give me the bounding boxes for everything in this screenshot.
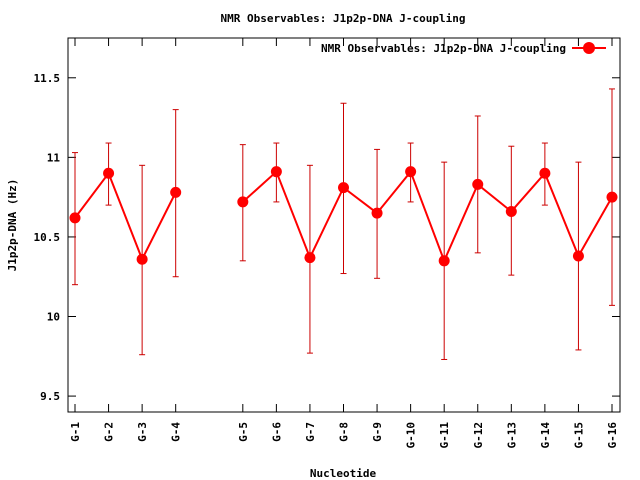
data-point [237, 196, 249, 208]
error-bars [72, 88, 615, 360]
legend-label: NMR Observables: J1p2p-DNA J-coupling [321, 42, 566, 55]
x-tick-label: G-16 [606, 422, 619, 449]
series-line [242, 169, 613, 264]
data-point [304, 252, 316, 264]
series-line-layer [74, 169, 613, 264]
x-tick-label: G-14 [539, 422, 552, 449]
x-tick-label: G-2 [103, 422, 116, 442]
x-tick-label: G-6 [270, 422, 283, 442]
x-axis-label: Nucleotide [310, 467, 377, 480]
x-tick-label: G-9 [371, 422, 384, 442]
data-point [572, 250, 584, 262]
x-tick-label: G-3 [136, 422, 149, 442]
data-point [505, 205, 517, 217]
y-tick-label: 11.5 [34, 72, 61, 85]
data-point [136, 253, 148, 265]
chart-title: NMR Observables: J1p2p-DNA J-coupling [220, 12, 465, 25]
data-point [270, 166, 282, 178]
data-point [606, 191, 618, 203]
legend: NMR Observables: J1p2p-DNA J-coupling [321, 42, 606, 55]
data-point [338, 182, 349, 194]
x-tick-label: G-8 [338, 422, 351, 442]
axis-ticks: 9.5 10 10.5 11 11.5 G-1 G-2 G-3 G-4 G-5 G-6 G-7 G-8 G… [34, 38, 620, 449]
x-tick-label: G-13 [505, 422, 518, 449]
y-tick-label: 9.5 [40, 390, 60, 403]
x-tick-label: G-11 [438, 422, 451, 449]
data-point [69, 212, 81, 224]
data-point [103, 167, 115, 179]
x-tick-label: G-12 [472, 422, 485, 449]
data-point [405, 166, 417, 178]
x-tick-label: G-4 [170, 422, 183, 442]
legend-marker [583, 42, 595, 54]
series-points [69, 166, 618, 267]
data-point [170, 186, 182, 198]
x-tick-label: G-5 [237, 422, 250, 442]
data-point [539, 167, 551, 179]
x-tick-label: G-10 [405, 422, 418, 449]
data-point [371, 207, 383, 219]
data-point [472, 178, 484, 190]
data-point [438, 255, 450, 267]
series-line [74, 171, 177, 262]
x-tick-label: G-7 [304, 422, 317, 442]
y-tick-label: 10 [47, 311, 60, 324]
y-tick-label: 10.5 [34, 231, 61, 244]
x-tick-label: G-1 [69, 422, 82, 442]
x-tick-label: G-15 [572, 422, 585, 449]
y-tick-label: 11 [47, 151, 61, 164]
y-axis-label: J1p2p-DNA (Hz) [6, 179, 19, 272]
